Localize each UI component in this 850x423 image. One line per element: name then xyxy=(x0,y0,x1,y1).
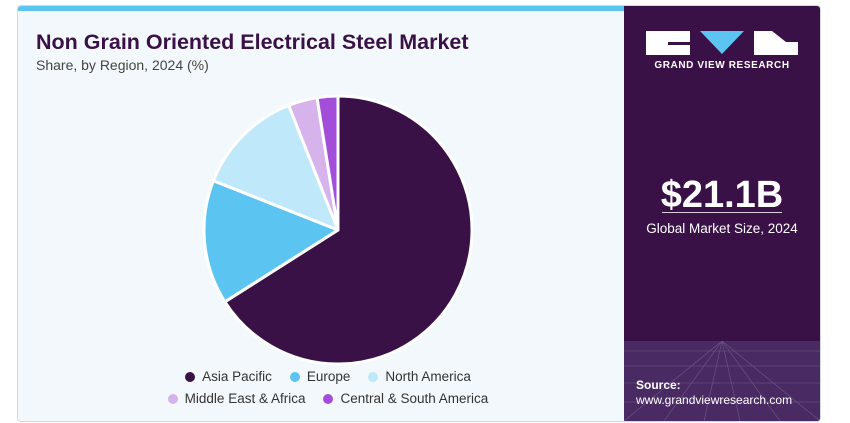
chart-card: Non Grain Oriented Electrical Steel Mark… xyxy=(17,5,821,422)
legend-label-north-america: North America xyxy=(385,369,471,384)
legend-row: Asia Pacific Europe North America xyxy=(128,369,528,384)
market-size-value: $21.1B xyxy=(660,174,784,216)
pie-slice-asia-pacific xyxy=(223,94,474,366)
pie-slice-central-south-america xyxy=(315,94,340,232)
legend-dot-north-america xyxy=(368,371,379,382)
accent-bar xyxy=(18,6,624,11)
pie-slice-north-america xyxy=(211,103,340,232)
source-link[interactable]: www.grandviewresearch.com xyxy=(636,393,793,407)
legend-item-middle-east-africa: Middle East & Africa xyxy=(167,391,306,406)
legend-item-central-south-america: Central & South America xyxy=(323,391,488,406)
legend-label-middle-east-africa: Middle East & Africa xyxy=(184,391,306,406)
source-label: Source: xyxy=(636,378,681,392)
legend-dot-europe xyxy=(289,371,300,382)
chart-title: Non Grain Oriented Electrical Steel Mark… xyxy=(36,30,469,54)
gvr-logo-icon xyxy=(646,31,798,55)
pie-slice-europe xyxy=(202,179,340,304)
legend-item-europe: Europe xyxy=(289,369,351,384)
brand-panel: GRAND VIEW RESEARCH $21.1B Global Market… xyxy=(624,6,820,421)
legend-label-central-south-america: Central & South America xyxy=(340,391,489,406)
source-block: Source: www.grandviewresearch.com xyxy=(636,378,792,408)
legend-dot-asia-pacific xyxy=(185,371,196,382)
legend-label-asia-pacific: Asia Pacific xyxy=(202,369,272,384)
legend-dot-middle-east-africa xyxy=(167,393,178,404)
brand-name: GRAND VIEW RESEARCH xyxy=(654,60,790,71)
market-size-divider xyxy=(662,212,782,213)
chart-legend: Asia Pacific Europe North America Middle… xyxy=(128,369,528,413)
legend-row: Middle East & Africa Central & South Ame… xyxy=(128,391,528,406)
legend-item-north-america: North America xyxy=(368,369,471,384)
market-size-label: Global Market Size, 2024 xyxy=(646,221,798,236)
decorative-grid xyxy=(624,341,820,421)
legend-item-asia-pacific: Asia Pacific xyxy=(185,369,272,384)
pie-chart xyxy=(202,94,474,366)
legend-dot-central-south-america xyxy=(323,393,334,404)
legend-label-europe: Europe xyxy=(306,369,351,384)
chart-subtitle: Share, by Region, 2024 (%) xyxy=(36,57,209,73)
